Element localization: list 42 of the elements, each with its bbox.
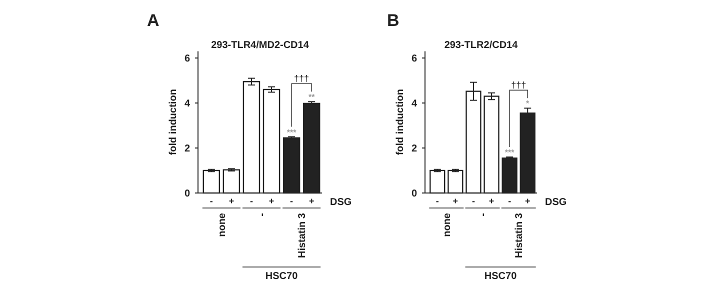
chart-title: 293-TLR2/CD14	[444, 40, 518, 51]
x-tick-label: -	[250, 196, 253, 206]
text: none	[442, 212, 453, 237]
annotation: *	[526, 99, 530, 108]
x-tick-label: +	[452, 196, 458, 206]
text: B	[387, 11, 400, 30]
x-tick-label: -	[210, 196, 213, 206]
y-axis-title: fold induction	[168, 89, 179, 156]
x-tick-label: -	[472, 196, 475, 206]
x-tick-label: -	[290, 196, 294, 206]
text: Histatin 3	[297, 212, 308, 258]
y-tick-label: 4	[184, 98, 190, 110]
text: Histatin 3	[514, 212, 526, 258]
y-tick-label: 4	[411, 98, 418, 110]
y-tick-label: 6	[184, 54, 190, 64]
y-tick-label: 2	[184, 144, 190, 154]
text: -	[478, 213, 489, 216]
y-tick-label: 0	[184, 188, 190, 200]
x-tick-label: +	[524, 196, 530, 206]
x-tick-label: +	[308, 196, 314, 206]
x-tick-label: +	[228, 196, 234, 206]
text: DSG	[545, 197, 567, 208]
annotation: ***	[286, 128, 298, 137]
text: none	[216, 212, 228, 237]
chart-title: 293-TLR4/MD2-CD14	[211, 40, 310, 51]
annotation: †††	[294, 74, 310, 84]
text: -	[257, 213, 268, 216]
y-tick-label: 0	[411, 188, 418, 200]
text: HSC70	[484, 271, 518, 282]
y-axis-title: fold induction	[395, 89, 406, 156]
y-tick-label: 2	[411, 144, 418, 154]
y-tick-label: 6	[411, 54, 418, 64]
x-tick-label: -	[436, 196, 439, 206]
text: HSC70	[265, 271, 298, 282]
text: A	[147, 11, 160, 30]
annotation: †††	[511, 80, 526, 90]
x-tick-label: +	[268, 196, 274, 206]
x-tick-label: +	[488, 196, 494, 206]
x-tick-label: -	[508, 196, 512, 206]
annotation: **	[308, 92, 316, 102]
text: DSG	[330, 197, 352, 208]
annotation: ***	[504, 148, 516, 157]
